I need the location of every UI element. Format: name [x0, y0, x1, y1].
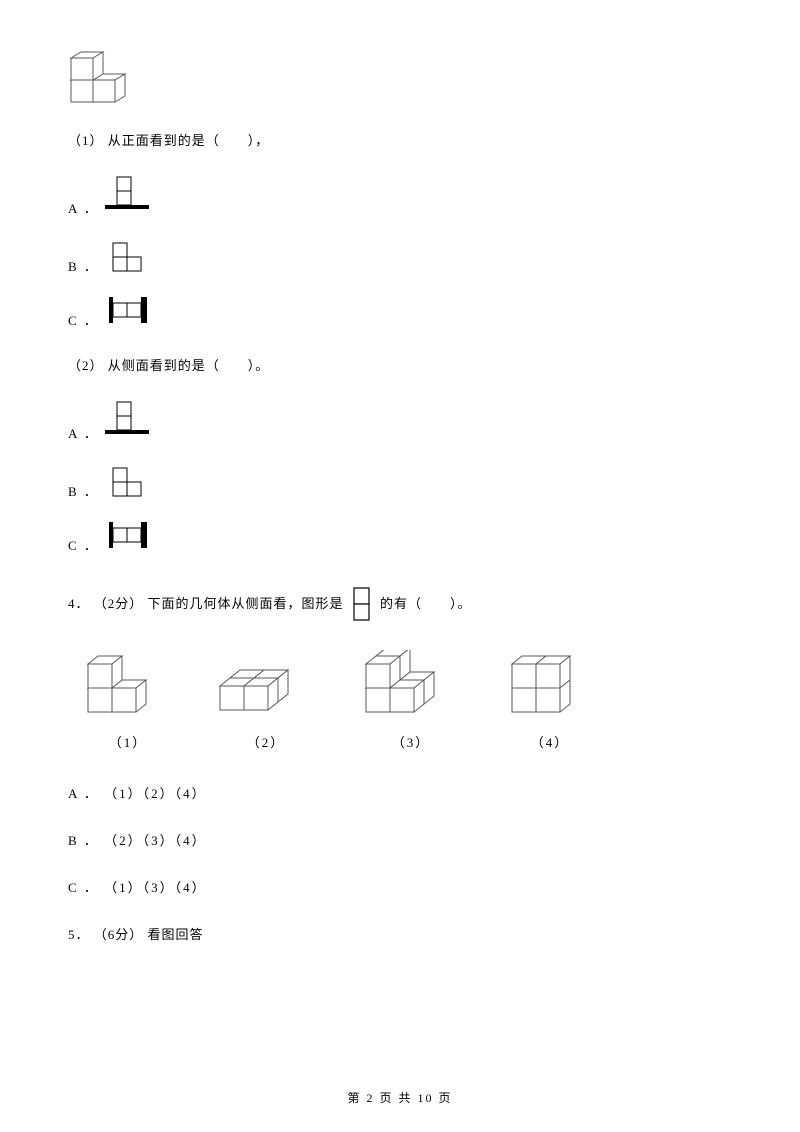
q2-opt-b: B ．	[68, 464, 732, 500]
figure-2horiz-bars	[105, 297, 157, 329]
q1-opt-b: B ．	[68, 239, 732, 275]
q4-opt-c: C ． （1）（3）（4）	[68, 877, 732, 896]
q4-opt-a: A ． （1）（2）（4）	[68, 783, 732, 802]
opt-label: A ．	[68, 423, 99, 442]
q4-fig-3: （3）	[356, 650, 466, 751]
q2-opt-a: A ．	[68, 398, 732, 442]
figure-2-vertical	[105, 398, 149, 442]
q4-fig-4: （4）	[502, 650, 598, 751]
q4-label-4: （4）	[502, 732, 598, 751]
cube-figure-top	[66, 50, 732, 112]
opt-label: A ．	[68, 198, 99, 217]
q4-label-1: （1）	[80, 732, 176, 751]
q4-opt-b: B ． （2）（3）（4）	[68, 830, 732, 849]
q5-text: 5． （6分） 看图回答	[68, 924, 732, 943]
opt-label: C ．	[68, 310, 99, 329]
figure-2horiz-bars	[105, 522, 157, 554]
figure-L-shape	[105, 239, 155, 275]
q2-prompt: （2） 从侧面看到的是（ ）。	[68, 355, 732, 374]
q4-text-b: 的有（ ）。	[380, 596, 472, 611]
q1-opt-a: A ．	[68, 173, 732, 217]
q1-prompt: （1） 从正面看到的是（ ），	[68, 130, 732, 149]
figure-2-vertical	[105, 173, 149, 217]
opt-label: B ．	[68, 481, 99, 500]
q4-fig-2: （2）	[212, 650, 320, 751]
q2-opt-c: C ．	[68, 522, 732, 554]
q4-points: （2分）	[94, 596, 144, 611]
figure-L-shape	[105, 464, 155, 500]
q4-label-3: （3）	[356, 732, 466, 751]
page-footer: 第 2 页 共 10 页	[0, 1089, 800, 1106]
opt-label: C ．	[68, 535, 99, 554]
opt-label: B ．	[68, 256, 99, 275]
q4-figures: （1） （2）	[80, 650, 732, 751]
q4-number: 4．	[68, 596, 90, 611]
q4-text-a: 下面的几何体从侧面看，图形是	[148, 596, 344, 611]
figure-2-vertical-inline	[352, 586, 372, 624]
q4-prompt: 4． （2分） 下面的几何体从侧面看，图形是 的有（ ）。	[68, 586, 732, 624]
q1-opt-c: C ．	[68, 297, 732, 329]
q4-label-2: （2）	[212, 732, 320, 751]
q4-fig-1: （1）	[80, 650, 176, 751]
